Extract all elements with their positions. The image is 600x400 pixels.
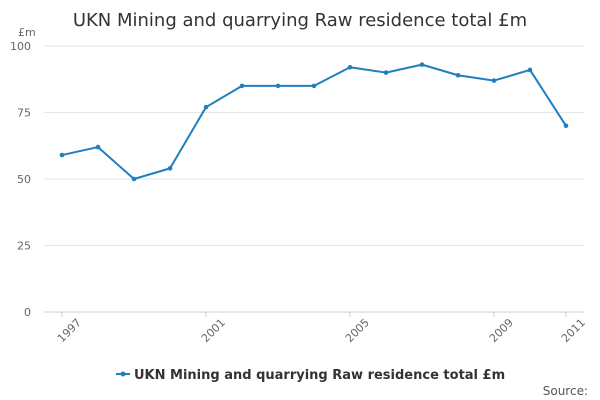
x-tick-label: 2009 <box>487 316 516 345</box>
data-point[interactable] <box>491 78 497 83</box>
source-label: Source: <box>543 384 588 398</box>
data-point[interactable] <box>419 62 425 67</box>
y-tick-label: 25 <box>17 240 31 253</box>
data-point[interactable] <box>383 70 389 75</box>
data-point[interactable] <box>275 83 281 89</box>
legend[interactable]: UKN Mining and quarrying Raw residence t… <box>116 368 505 383</box>
x-tick-label: 2011 <box>559 316 588 345</box>
chart-title: UKN Mining and quarrying Raw residence t… <box>73 10 527 31</box>
series-layer <box>59 62 569 182</box>
y-tick-label: 0 <box>24 306 31 319</box>
y-axis-unit-label: £m <box>18 26 36 39</box>
y-tick-label: 75 <box>17 107 31 120</box>
data-point[interactable] <box>95 144 101 150</box>
data-point[interactable] <box>167 166 173 171</box>
data-point[interactable] <box>311 83 317 89</box>
data-point[interactable] <box>131 176 137 182</box>
legend-point-symbol <box>120 371 126 377</box>
legend-label[interactable]: UKN Mining and quarrying Raw residence t… <box>134 368 505 383</box>
x-tick-label: 2005 <box>343 316 372 345</box>
y-tick-label: 100 <box>10 40 31 53</box>
x-tick-label: 1997 <box>55 316 84 345</box>
data-point[interactable] <box>563 123 569 129</box>
data-point[interactable] <box>347 64 353 70</box>
series-line[interactable] <box>61 63 567 180</box>
data-point[interactable] <box>527 67 533 73</box>
x-tick-label: 2001 <box>199 316 228 345</box>
data-point[interactable] <box>203 104 209 110</box>
y-tick-label: 50 <box>17 173 31 186</box>
data-point[interactable] <box>455 72 461 78</box>
data-point[interactable] <box>59 152 65 158</box>
data-point[interactable] <box>239 83 245 89</box>
